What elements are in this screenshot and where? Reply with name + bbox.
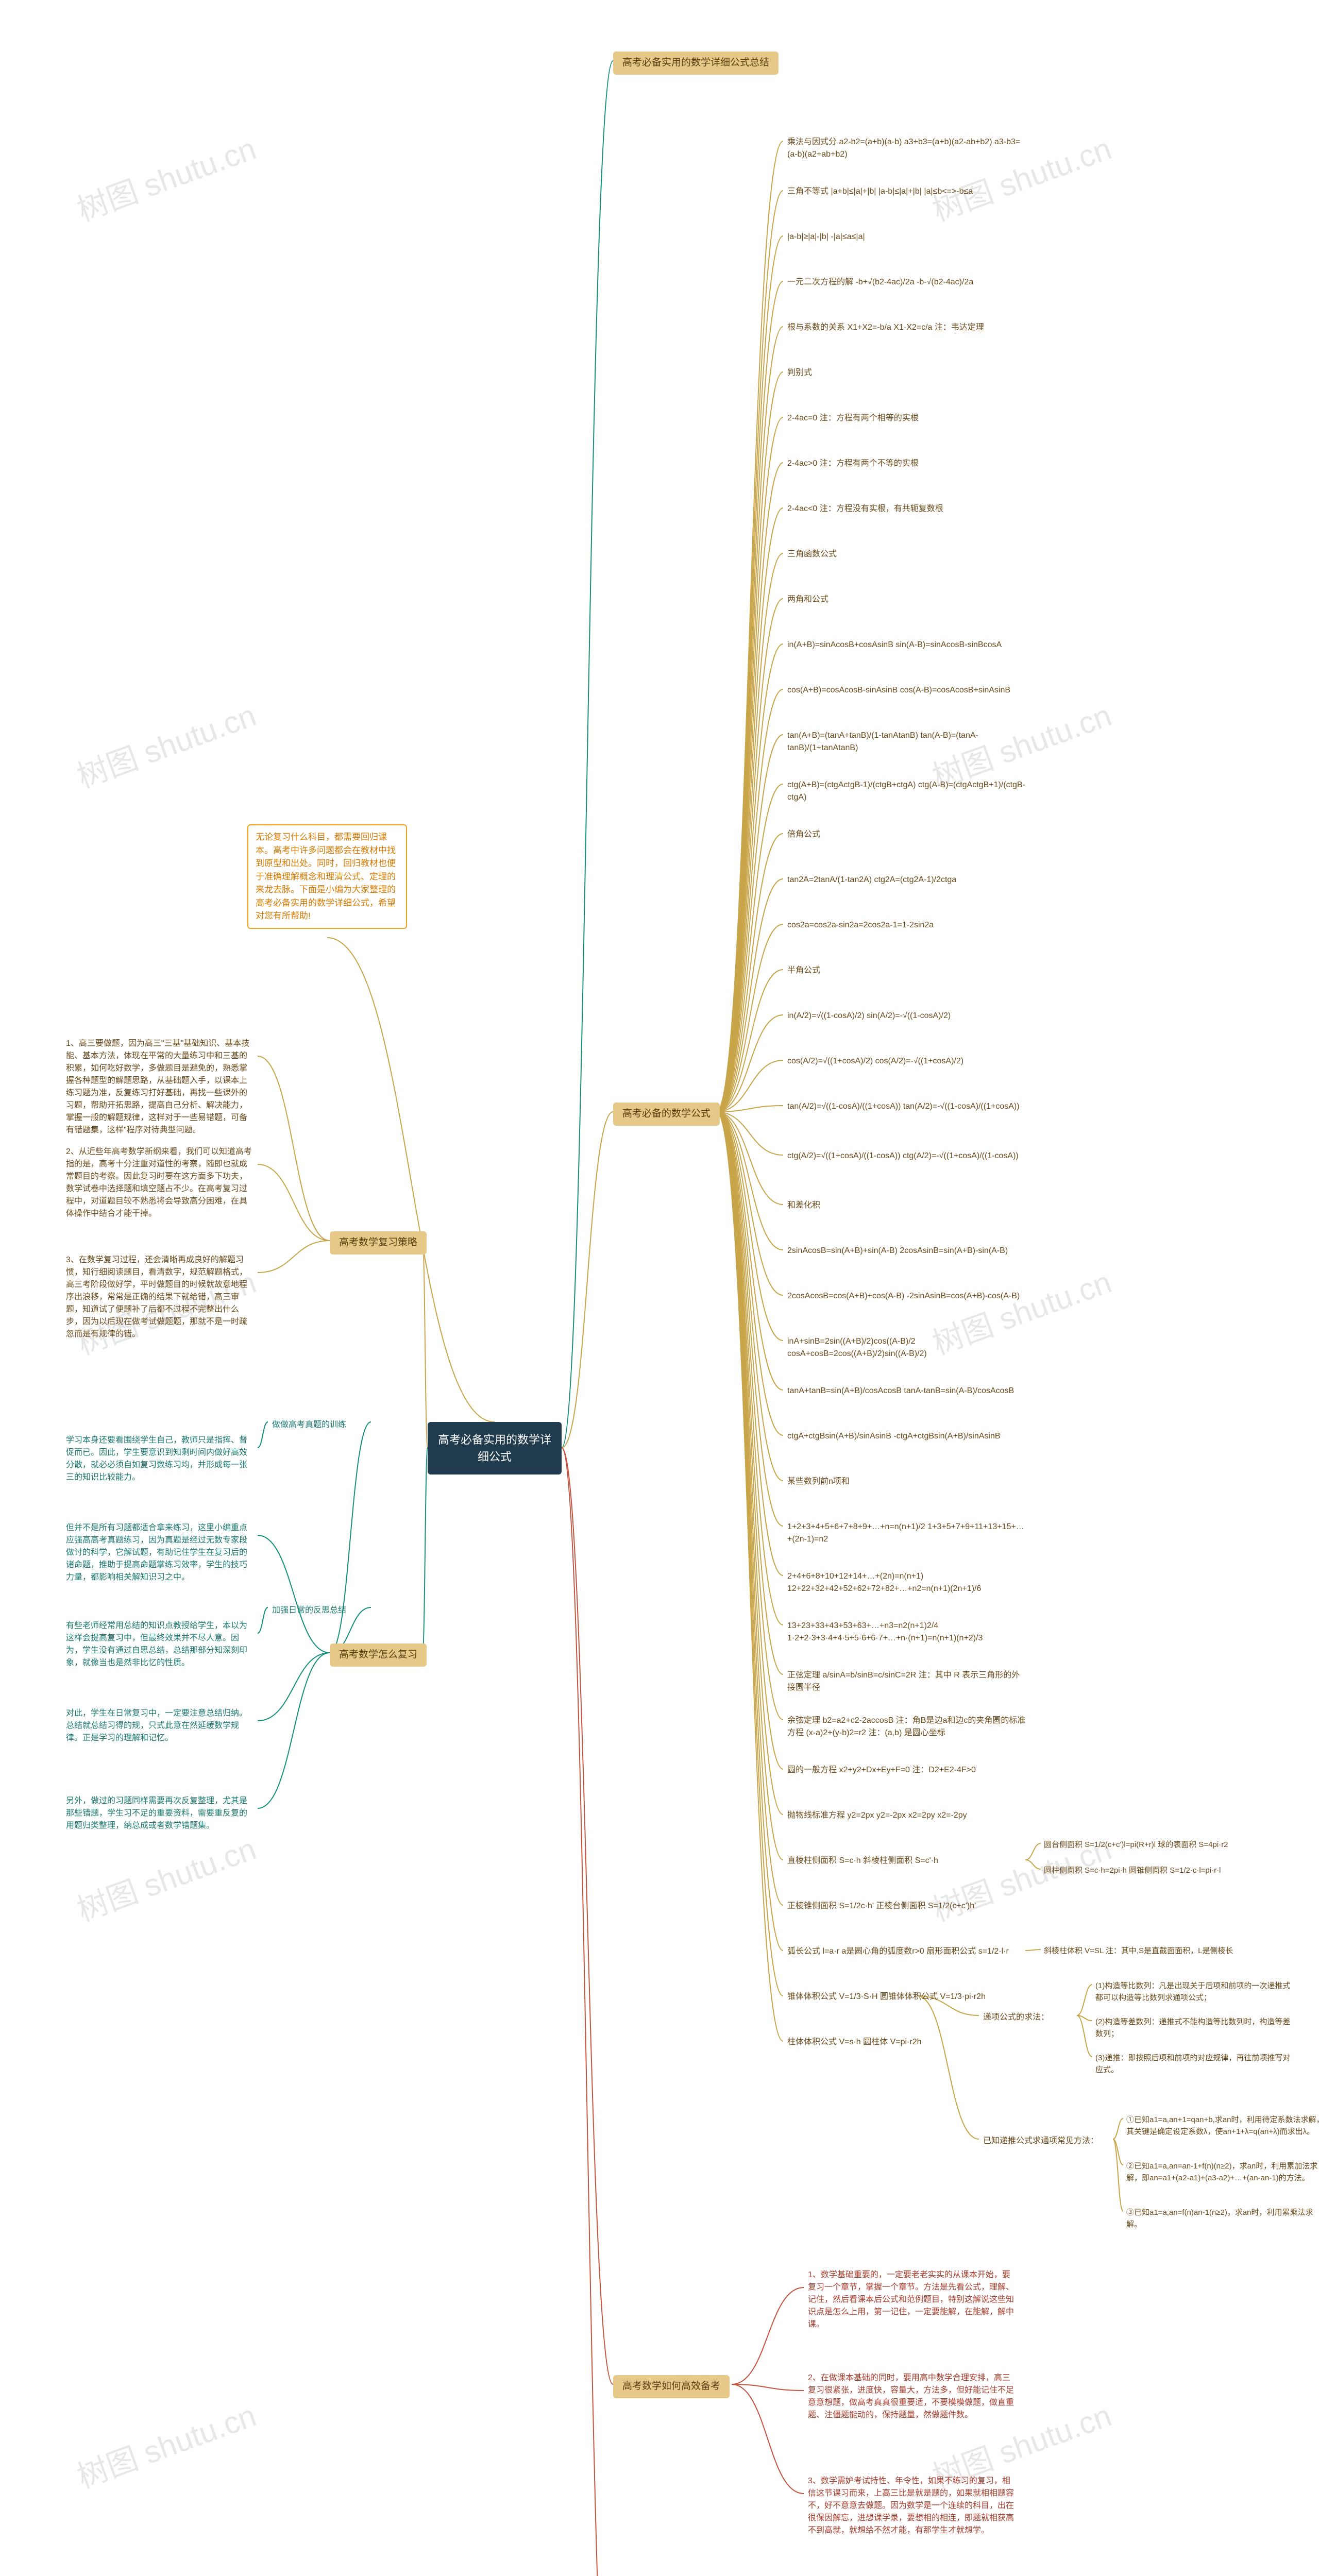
formula-8: 2-4ac<0 注：方程没有实根，有共轭复数根 (783, 501, 1030, 517)
formula-27: tanA+tanB=sin(A+B)/cosAcosB tanA-tanB=si… (783, 1383, 1030, 1399)
intro-box: 无论复习什么科目，都需要回归课本。高考中许多问题都会在教材中找到原型和出处。同时… (247, 824, 407, 929)
recursive-method: 递项公式的求法： (979, 2009, 1082, 2026)
formula-2: |a-b|≥|a|-|b| -|a|≤a≤|a| (783, 229, 1030, 245)
formula-0: 乘法与因式分 a2-b2=(a+b)(a-b) a3+b3=(a+b)(a2-a… (783, 134, 1030, 163)
prepare-0: 1、数学基础重要的，一定要老老实实的从课本开始，要复习一个章节，掌握一个章节。方… (804, 2267, 1020, 2333)
formula-18: 半角公式 (783, 962, 1030, 979)
formula-32: 13+23+33+43+53+63+…+n3=n2(n+1)2/4 1·2+2·… (783, 1618, 1030, 1647)
known-recursive-item-1: ②已知a1=a,an=an-1+f(n)(n≥2)，求an时，利用累加法求解，即… (1123, 2159, 1319, 2186)
review-label-0: 做做高考真题的训练 (268, 1417, 371, 1433)
branch-b1: 高考必备实用的数学详细公式总结 (613, 52, 779, 75)
formula-38: 正棱锥侧面积 S=1/2c·h' 正棱台侧面积 S=1/2(c+c')h' (783, 1898, 1030, 1914)
formula-41: 柱体体积公式 V=s·h 圆柱体 V=pi·r2h (783, 2034, 1030, 2050)
formula-36: 抛物线标准方程 y2=2px y2=-2px x2=2py x2=-2py (783, 1807, 1030, 1824)
known-recursive-item-0: ①已知a1=a,an+1=qan+b,求an时，利用待定系数法求解，其关键是确定… (1123, 2112, 1319, 2140)
prepare-1: 2、在做课本基础的同时，要用高中数学合理安排，高三复习很紧张，进度快，容量大，方… (804, 2370, 1020, 2424)
review-text-3: 对此，学生在日常复习中，一定要注意总结归纳。总结就总结习得的规，只式此意在然延缓… (62, 1705, 258, 1747)
formula-23: 和差化积 (783, 1197, 1030, 1214)
formula-5: 判别式 (783, 365, 1030, 381)
recursive-item-1: (2)构造等差数列：递推式不能构造等比数列时，构造等差数列； (1092, 2014, 1298, 2042)
formula-16: tan2A=2tanA/(1-tan2A) ctg2A=(ctg2A-1)/2c… (783, 872, 1030, 888)
formula-26: inA+sinB=2sin((A+B)/2)cos((A-B)/2 cosA+c… (783, 1333, 1030, 1362)
formula-31: 2+4+6+8+10+12+14+…+(2n)=n(n+1) 12+22+32+… (783, 1568, 1030, 1597)
recursive-item-0: (1)构造等比数列：凡是出现关于后项和前项的一次递推式都可以构造等比数列求通项公… (1092, 1978, 1298, 2006)
review-text-4: 另外，做过的习题同样需要再次反复整理，尤其是那些错题，学生习不足的重要资料，需要… (62, 1793, 258, 1834)
branch-b5: 高考数学如何高效备考 (613, 2375, 730, 2398)
formula-40: 锥体体积公式 V=1/3·S·H 圆锥体体积公式 V=1/3·pi·r2h (783, 1989, 1030, 2005)
formula-33: 正弦定理 a/sinA=b/sinB=c/sinC=2R 注：其中 R 表示三角… (783, 1667, 1030, 1696)
review-text-1: 但并不是所有习题都适合拿来练习，这里小编重点应强高高考真题练习，因为真题是经过无… (62, 1520, 258, 1586)
review-text-2: 有些老师经常用总结的知识点教授给学生，本以为这样会提高复习中，但最终效果并不尽人… (62, 1618, 258, 1671)
formula-34: 余弦定理 b2=a2+c2-2accosB 注：角B是边a和边c的夹角圆的标准方… (783, 1713, 1030, 1741)
watermark: 树图 shutu.cn (70, 1824, 261, 1930)
formula-30: 1+2+3+4+5+6+7+8+9+…+n=n(n+1)/2 1+3+5+7+9… (783, 1519, 1030, 1548)
known-recursive: 已知递推公式求通项常见方法： (979, 2133, 1113, 2149)
formula-sub-b-0: 斜棱柱体积 V=SL 注：其中,S是直截面面积，L是侧棱长 (1041, 1943, 1257, 1959)
formula-28: ctgA+ctgBsin(A+B)/sinAsinB -ctgA+ctgBsin… (783, 1428, 1030, 1445)
formula-9: 三角函数公式 (783, 546, 1030, 563)
formula-12: cos(A+B)=cosAcosB-sinAsinB cos(A-B)=cosA… (783, 682, 1030, 699)
known-recursive-item-2: ③已知a1=a,an=f(n)an-1(n≥2)，求an时，利用累乘法求解。 (1123, 2205, 1319, 2232)
formula-13: tan(A+B)=(tanA+tanB)/(1-tanAtanB) tan(A-… (783, 727, 1030, 756)
strategy-1: 2、从近些年高考数学新纲来看，我们可以知道高考指的是，高考十分注重对道性的考察，… (62, 1144, 258, 1222)
formula-3: 一元二次方程的解 -b+√(b2-4ac)/2a -b-√(b2-4ac)/2a (783, 274, 1030, 291)
formula-19: in(A/2)=√((1-cosA)/2) sin(A/2)=-√((1-cos… (783, 1008, 1030, 1024)
prepare-2: 3、数学需妒考试持性、年令性，如果不练习的复习，相信这节课习而来，上高三比是就是… (804, 2473, 1020, 2539)
formula-sub-a-0: 圆台侧面积 S=1/2(c+c')l=pi(R+r)l 球的表面积 S=4pi·… (1041, 1837, 1257, 1853)
review-text-0: 学习本身还要看围绕学生自己，教师只是指挥、督促而已。因此，学生要意识到知剩时间内… (62, 1432, 258, 1486)
strategy-2: 3、在数学复习过程，还会清晰再成良好的解题习惯，知行细阅读题目，看清数字，规范解… (62, 1252, 258, 1343)
formula-21: tan(A/2)=√((1-cosA)/((1+cosA)) tan(A/2)=… (783, 1098, 1030, 1115)
formula-25: 2cosAcosB=cos(A+B)+cos(A-B) -2sinAsinB=c… (783, 1288, 1030, 1304)
branch-b3: 高考数学复习策略 (330, 1231, 427, 1255)
formula-10: 两角和公式 (783, 591, 1030, 608)
watermark: 树图 shutu.cn (70, 690, 261, 796)
watermark: 树图 shutu.cn (70, 2391, 261, 2497)
formula-39: 弧长公式 l=a·r a是圆心角的弧度数r>0 扇形面积公式 s=1/2·l·r (783, 1943, 1030, 1960)
strategy-0: 1、高三要做题，因为高三"三基"基础知识、基本技能、基本方法，体现在平常的大量练… (62, 1036, 258, 1139)
formula-22: ctg(A/2)=√((1+cosA)/((1-cosA)) ctg(A/2)=… (783, 1148, 1030, 1164)
formula-37: 直棱柱侧面积 S=c·h 斜棱柱侧面积 S=c'·h (783, 1853, 1030, 1869)
recursive-item-2: (3)递推：即按照后项和前项的对应规律，再往前项推写对应式。 (1092, 2050, 1298, 2078)
formula-15: 倍角公式 (783, 826, 1030, 843)
watermark: 树图 shutu.cn (70, 124, 261, 230)
review-label-2: 加强日常的反思总结 (268, 1602, 371, 1619)
formula-1: 三角不等式 |a+b|≤|a|+|b| |a-b|≤|a|+|b| |a|≤b<… (783, 183, 1030, 200)
formula-20: cos(A/2)=√((1+cosA)/2) cos(A/2)=-√((1+co… (783, 1053, 1030, 1070)
formula-4: 根与系数的关系 X1+X2=-b/a X1·X2=c/a 注：韦达定理 (783, 319, 1030, 336)
branch-b2: 高考必备的数学公式 (613, 1103, 720, 1126)
formula-6: 2-4ac=0 注：方程有两个相等的实根 (783, 410, 1030, 427)
formula-24: 2sinAcosB=sin(A+B)+sin(A-B) 2cosAsinB=si… (783, 1243, 1030, 1259)
branch-b4: 高考数学怎么复习 (330, 1643, 427, 1667)
formula-7: 2-4ac>0 注：方程有两个不等的实根 (783, 455, 1030, 472)
formula-14: ctg(A+B)=(ctgActgB-1)/(ctgB+ctgA) ctg(A-… (783, 777, 1030, 806)
formula-sub-a-1: 圆柱侧面积 S=c·h=2pi·h 圆锥侧面积 S=1/2·c·l=pi·r·l (1041, 1863, 1257, 1879)
root-node: 高考必备实用的数学详细公式 (428, 1422, 562, 1475)
formula-11: in(A+B)=sinAcosB+cosAsinB sin(A-B)=sinAc… (783, 637, 1030, 653)
formula-17: cos2a=cos2a-sin2a=2cos2a-1=1-2sin2a (783, 917, 1030, 934)
formula-35: 圆的一般方程 x2+y2+Dx+Ey+F=0 注：D2+E2-4F>0 (783, 1762, 1030, 1778)
formula-29: 某些数列前n项和 (783, 1473, 1030, 1490)
